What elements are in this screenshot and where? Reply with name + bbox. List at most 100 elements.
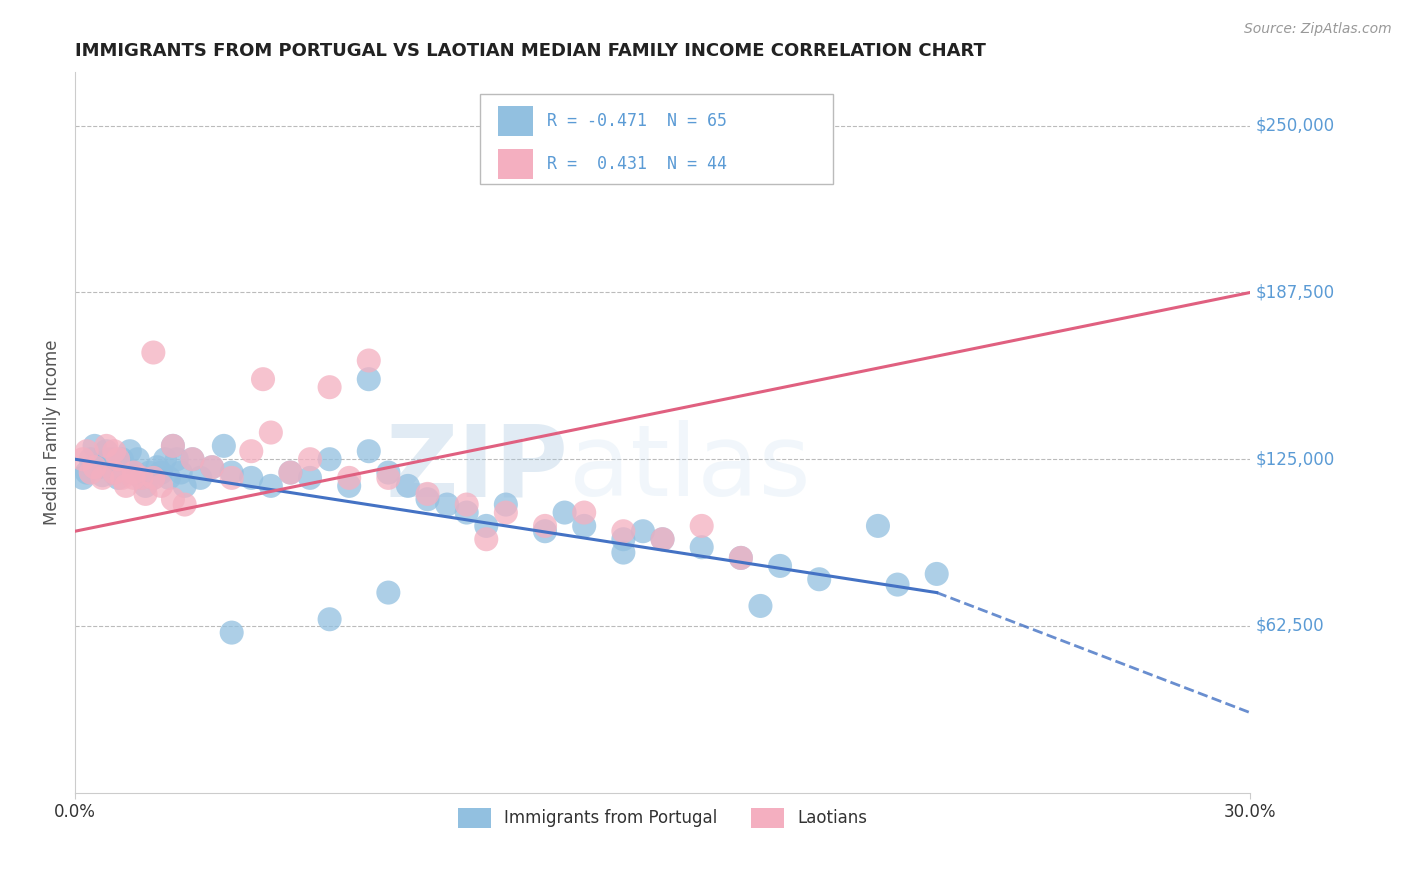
Point [98,452,121,467]
Point [87,460,110,475]
Point [221,471,243,485]
Text: $250,000: $250,000 [1256,117,1336,135]
Point [173,479,195,493]
Point [357,372,380,386]
Point [173,498,195,512]
Point [150,479,173,493]
Point [166,452,188,467]
Point [134,487,156,501]
Text: ZIP: ZIP [385,420,568,517]
Point [221,466,243,480]
Point [96,439,118,453]
Point [107,452,129,467]
Point [96,444,118,458]
Point [554,506,576,520]
Point [103,466,125,480]
Point [534,524,557,539]
Point [103,444,125,458]
Point [730,550,752,565]
Point [188,471,211,485]
Point [730,550,752,565]
Point [260,479,283,493]
Point [134,479,156,493]
Point [377,585,399,599]
Text: IMMIGRANTS FROM PORTUGAL VS LAOTIAN MEDIAN FAMILY INCOME CORRELATION CHART: IMMIGRANTS FROM PORTUGAL VS LAOTIAN MEDI… [75,42,986,60]
Point [690,541,713,555]
Point [240,444,263,458]
Point [456,506,478,520]
Point [162,492,184,507]
Point [436,498,458,512]
Point [377,471,399,485]
Point [631,524,654,539]
Point [612,533,634,547]
Point [83,439,105,453]
Point [886,577,908,591]
Point [111,471,134,485]
Point [170,466,193,480]
Text: $62,500: $62,500 [1256,617,1324,635]
Point [188,12,211,26]
Point [475,519,498,533]
Point [79,466,101,480]
Point [201,460,224,475]
Point [76,444,98,458]
Point [612,545,634,559]
Point [690,519,713,533]
Point [651,533,673,547]
Point [142,471,165,485]
Point [162,439,184,453]
Text: $187,500: $187,500 [1256,284,1336,301]
Point [181,452,204,467]
Point [181,452,204,467]
Point [201,460,224,475]
Point [416,487,439,501]
Point [260,425,283,440]
Text: atlas: atlas [568,420,810,517]
Point [221,625,243,640]
Point [91,468,114,483]
Point [574,519,596,533]
Text: Source: ZipAtlas.com: Source: ZipAtlas.com [1244,22,1392,37]
Point [142,345,165,359]
Point [475,533,498,547]
Point [153,452,176,467]
Point [534,519,557,533]
Point [280,466,302,480]
Text: $125,000: $125,000 [1256,450,1336,468]
Point [122,466,145,480]
Point [651,533,673,547]
Point [318,612,340,626]
Legend: Immigrants from Portugal, Laotians: Immigrants from Portugal, Laotians [451,801,875,835]
Point [240,471,263,485]
Point [925,566,948,581]
Point [72,452,94,467]
Point [118,444,141,458]
Point [127,452,149,467]
Point [83,460,105,475]
Y-axis label: Median Family Income: Median Family Income [44,340,60,525]
Point [107,471,129,485]
Point [103,466,125,480]
FancyBboxPatch shape [481,94,832,184]
Point [298,471,321,485]
Point [138,466,160,480]
Point [72,471,94,485]
Point [866,519,889,533]
Point [157,471,180,485]
Point [337,479,360,493]
Point [298,452,321,467]
Point [122,471,145,485]
Point [456,498,478,512]
Point [162,439,184,453]
Point [769,558,792,573]
Point [122,466,145,480]
Point [91,471,114,485]
Point [280,466,302,480]
FancyBboxPatch shape [498,149,533,179]
Point [115,460,138,475]
Point [495,498,517,512]
Point [377,466,399,480]
Point [131,471,153,485]
Point [574,506,596,520]
